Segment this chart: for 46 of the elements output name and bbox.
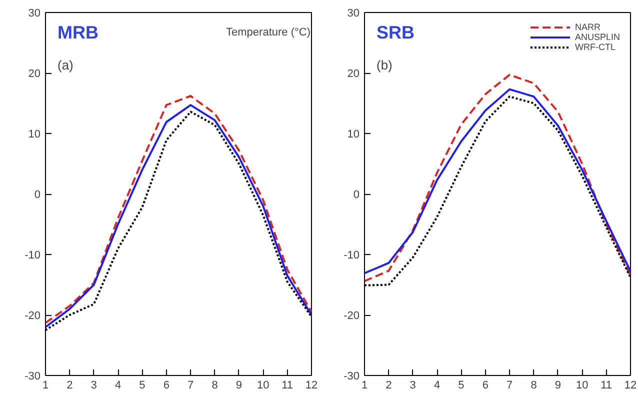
x-tick-label: 2 <box>386 380 392 392</box>
y-tick-label: 30 <box>347 8 360 20</box>
x-tick-label: 4 <box>434 380 440 392</box>
x-tick-label: 6 <box>163 380 170 392</box>
annotation: Temperature (°C) <box>226 26 311 38</box>
x-tick-label: 12 <box>624 380 637 392</box>
y-tick-label: 10 <box>347 128 360 140</box>
x-tick-label: 11 <box>282 380 294 392</box>
legend-label: NARR <box>574 22 600 32</box>
y-tick-label: -30 <box>24 370 41 382</box>
annotation: (b) <box>376 58 392 72</box>
y-tick-label: 20 <box>347 68 360 80</box>
x-tick-label: 4 <box>114 380 122 392</box>
x-tick-label: 1 <box>42 380 49 392</box>
x-tick-label: 7 <box>188 380 194 392</box>
x-tick-label: 7 <box>506 380 513 392</box>
y-tick-label: -20 <box>24 310 41 322</box>
legend-label: ANUSPLIN <box>574 32 620 42</box>
y-tick-label: -10 <box>344 250 360 262</box>
y-tick-label: 10 <box>28 128 41 140</box>
x-tick-label: 1 <box>361 380 368 392</box>
x-tick-label: 10 <box>576 380 588 392</box>
x-tick-label: 8 <box>530 380 537 392</box>
x-tick-label: 2 <box>66 380 73 392</box>
x-tick-label: 8 <box>212 380 218 392</box>
x-tick-label: 10 <box>257 380 270 392</box>
y-tick-label: 0 <box>353 189 360 201</box>
text: SRB <box>376 22 415 42</box>
x-tick-label: 9 <box>236 380 242 392</box>
x-tick-label: 3 <box>410 380 416 392</box>
x-tick-label: 5 <box>458 380 464 392</box>
y-tick-label: -10 <box>24 250 41 262</box>
x-tick-label: 9 <box>554 380 562 392</box>
y-tick-label: -20 <box>344 310 360 322</box>
y-tick-label: -30 <box>344 370 360 382</box>
annotation: (a) <box>58 58 74 72</box>
y-tick-label: 20 <box>28 68 41 80</box>
legend-label: WRF-CTL <box>574 42 616 52</box>
y-tick-label: 0 <box>34 189 41 201</box>
x-tick-label: 12 <box>305 380 318 392</box>
x-tick-label: 5 <box>139 380 146 392</box>
x-tick-label: 6 <box>482 380 488 392</box>
text: MRB <box>58 22 98 42</box>
x-tick-label: 3 <box>90 380 97 392</box>
x-tick-label: 11 <box>600 380 612 392</box>
y-tick-label: 30 <box>28 8 41 20</box>
